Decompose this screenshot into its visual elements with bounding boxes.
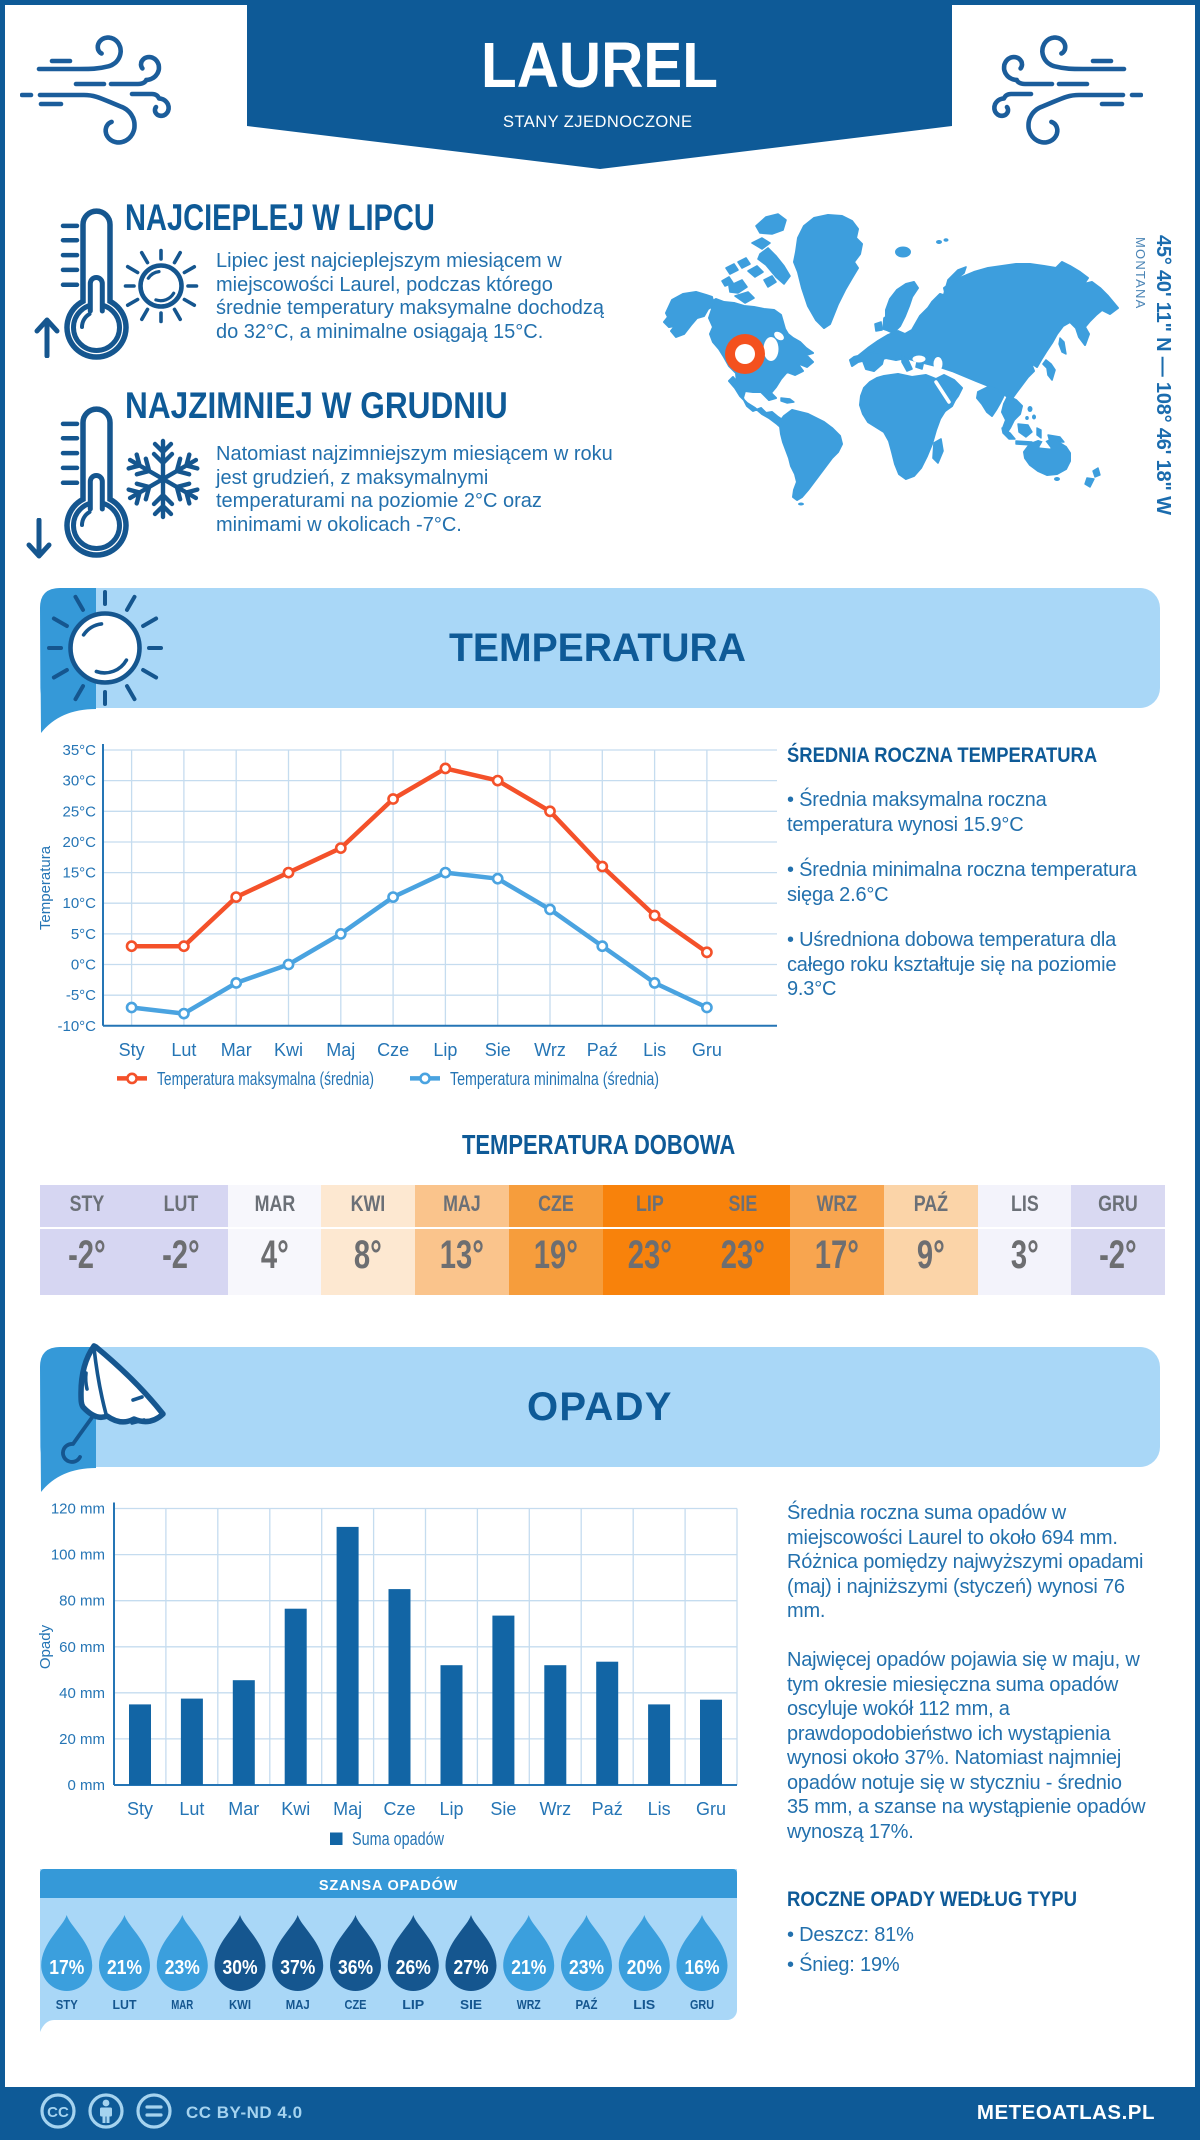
svg-text:Sty: Sty (119, 1040, 145, 1060)
svg-text:GRU: GRU (690, 1997, 714, 2012)
svg-text:37%: 37% (280, 1957, 315, 1979)
svg-text:80 mm: 80 mm (59, 1593, 105, 1610)
svg-text:Wrz: Wrz (534, 1040, 566, 1060)
svg-text:-5°C: -5°C (66, 987, 96, 1004)
svg-text:15°C: 15°C (62, 865, 96, 882)
svg-text:25°C: 25°C (62, 803, 96, 820)
svg-text:Maj: Maj (326, 1040, 355, 1060)
svg-text:21%: 21% (511, 1957, 546, 1979)
svg-text:Sie: Sie (485, 1040, 511, 1060)
svg-text:5°C: 5°C (71, 926, 96, 943)
svg-text:WRZ: WRZ (517, 1997, 541, 2012)
svg-text:Lip: Lip (439, 1799, 463, 1819)
svg-text:KWI: KWI (229, 1997, 251, 2012)
svg-text:Temperatura minimalna (średnia: Temperatura minimalna (średnia) (450, 1069, 659, 1089)
svg-text:0°C: 0°C (71, 957, 96, 974)
svg-text:Gru: Gru (696, 1799, 726, 1819)
svg-text:30°C: 30°C (62, 773, 96, 790)
svg-text:60 mm: 60 mm (59, 1639, 105, 1656)
svg-text:Lip: Lip (433, 1040, 457, 1060)
svg-text:21%: 21% (107, 1957, 142, 1979)
svg-text:LUT: LUT (113, 1997, 137, 2012)
svg-text:Kwi: Kwi (274, 1040, 303, 1060)
svg-text:20°C: 20°C (62, 834, 96, 851)
svg-text:Gru: Gru (692, 1040, 722, 1060)
svg-text:LIS: LIS (633, 1997, 655, 2012)
svg-text:Sie: Sie (490, 1799, 516, 1819)
svg-text:Cze: Cze (377, 1040, 409, 1060)
svg-text:16%: 16% (685, 1957, 720, 1979)
svg-text:23%: 23% (569, 1957, 604, 1979)
svg-text:SIE: SIE (460, 1997, 482, 2012)
svg-text:Suma opadów: Suma opadów (352, 1829, 445, 1849)
svg-text:-10°C: -10°C (57, 1018, 96, 1035)
svg-text:10°C: 10°C (62, 895, 96, 912)
svg-text:30%: 30% (223, 1957, 258, 1979)
svg-text:20 mm: 20 mm (59, 1731, 105, 1748)
svg-text:CC: CC (47, 2104, 69, 2121)
svg-text:CZE: CZE (345, 1997, 367, 2012)
svg-text:Mar: Mar (228, 1799, 259, 1819)
svg-text:Lut: Lut (179, 1799, 204, 1819)
svg-text:20%: 20% (627, 1957, 662, 1979)
svg-text:26%: 26% (396, 1957, 431, 1979)
svg-text:Lis: Lis (643, 1040, 666, 1060)
svg-text:23%: 23% (165, 1957, 200, 1979)
svg-text:MAJ: MAJ (286, 1997, 310, 2012)
svg-text:Maj: Maj (333, 1799, 362, 1819)
svg-text:0 mm: 0 mm (68, 1777, 106, 1794)
svg-text:Opady: Opady (37, 1624, 54, 1669)
svg-text:Temperatura: Temperatura (37, 845, 54, 930)
svg-text:Paź: Paź (587, 1040, 618, 1060)
svg-text:100 mm: 100 mm (51, 1547, 105, 1564)
svg-text:120 mm: 120 mm (51, 1501, 105, 1518)
svg-text:Lut: Lut (171, 1040, 196, 1060)
svg-text:Kwi: Kwi (281, 1799, 310, 1819)
svg-text:35°C: 35°C (62, 742, 96, 759)
svg-text:Paź: Paź (592, 1799, 623, 1819)
svg-text:40 mm: 40 mm (59, 1685, 105, 1702)
svg-text:Lis: Lis (648, 1799, 671, 1819)
svg-text:17%: 17% (49, 1957, 84, 1979)
svg-text:Sty: Sty (127, 1799, 153, 1819)
svg-text:MAR: MAR (171, 1997, 193, 2012)
svg-text:Temperatura maksymalna (średni: Temperatura maksymalna (średnia) (157, 1069, 374, 1089)
svg-text:27%: 27% (454, 1957, 489, 1979)
svg-text:PAŹ: PAŹ (576, 1997, 598, 2012)
svg-text:LIP: LIP (402, 1997, 424, 2012)
svg-text:STY: STY (56, 1997, 78, 2012)
svg-text:Cze: Cze (383, 1799, 415, 1819)
svg-text:36%: 36% (338, 1957, 373, 1979)
svg-text:Mar: Mar (221, 1040, 252, 1060)
svg-text:Wrz: Wrz (539, 1799, 571, 1819)
